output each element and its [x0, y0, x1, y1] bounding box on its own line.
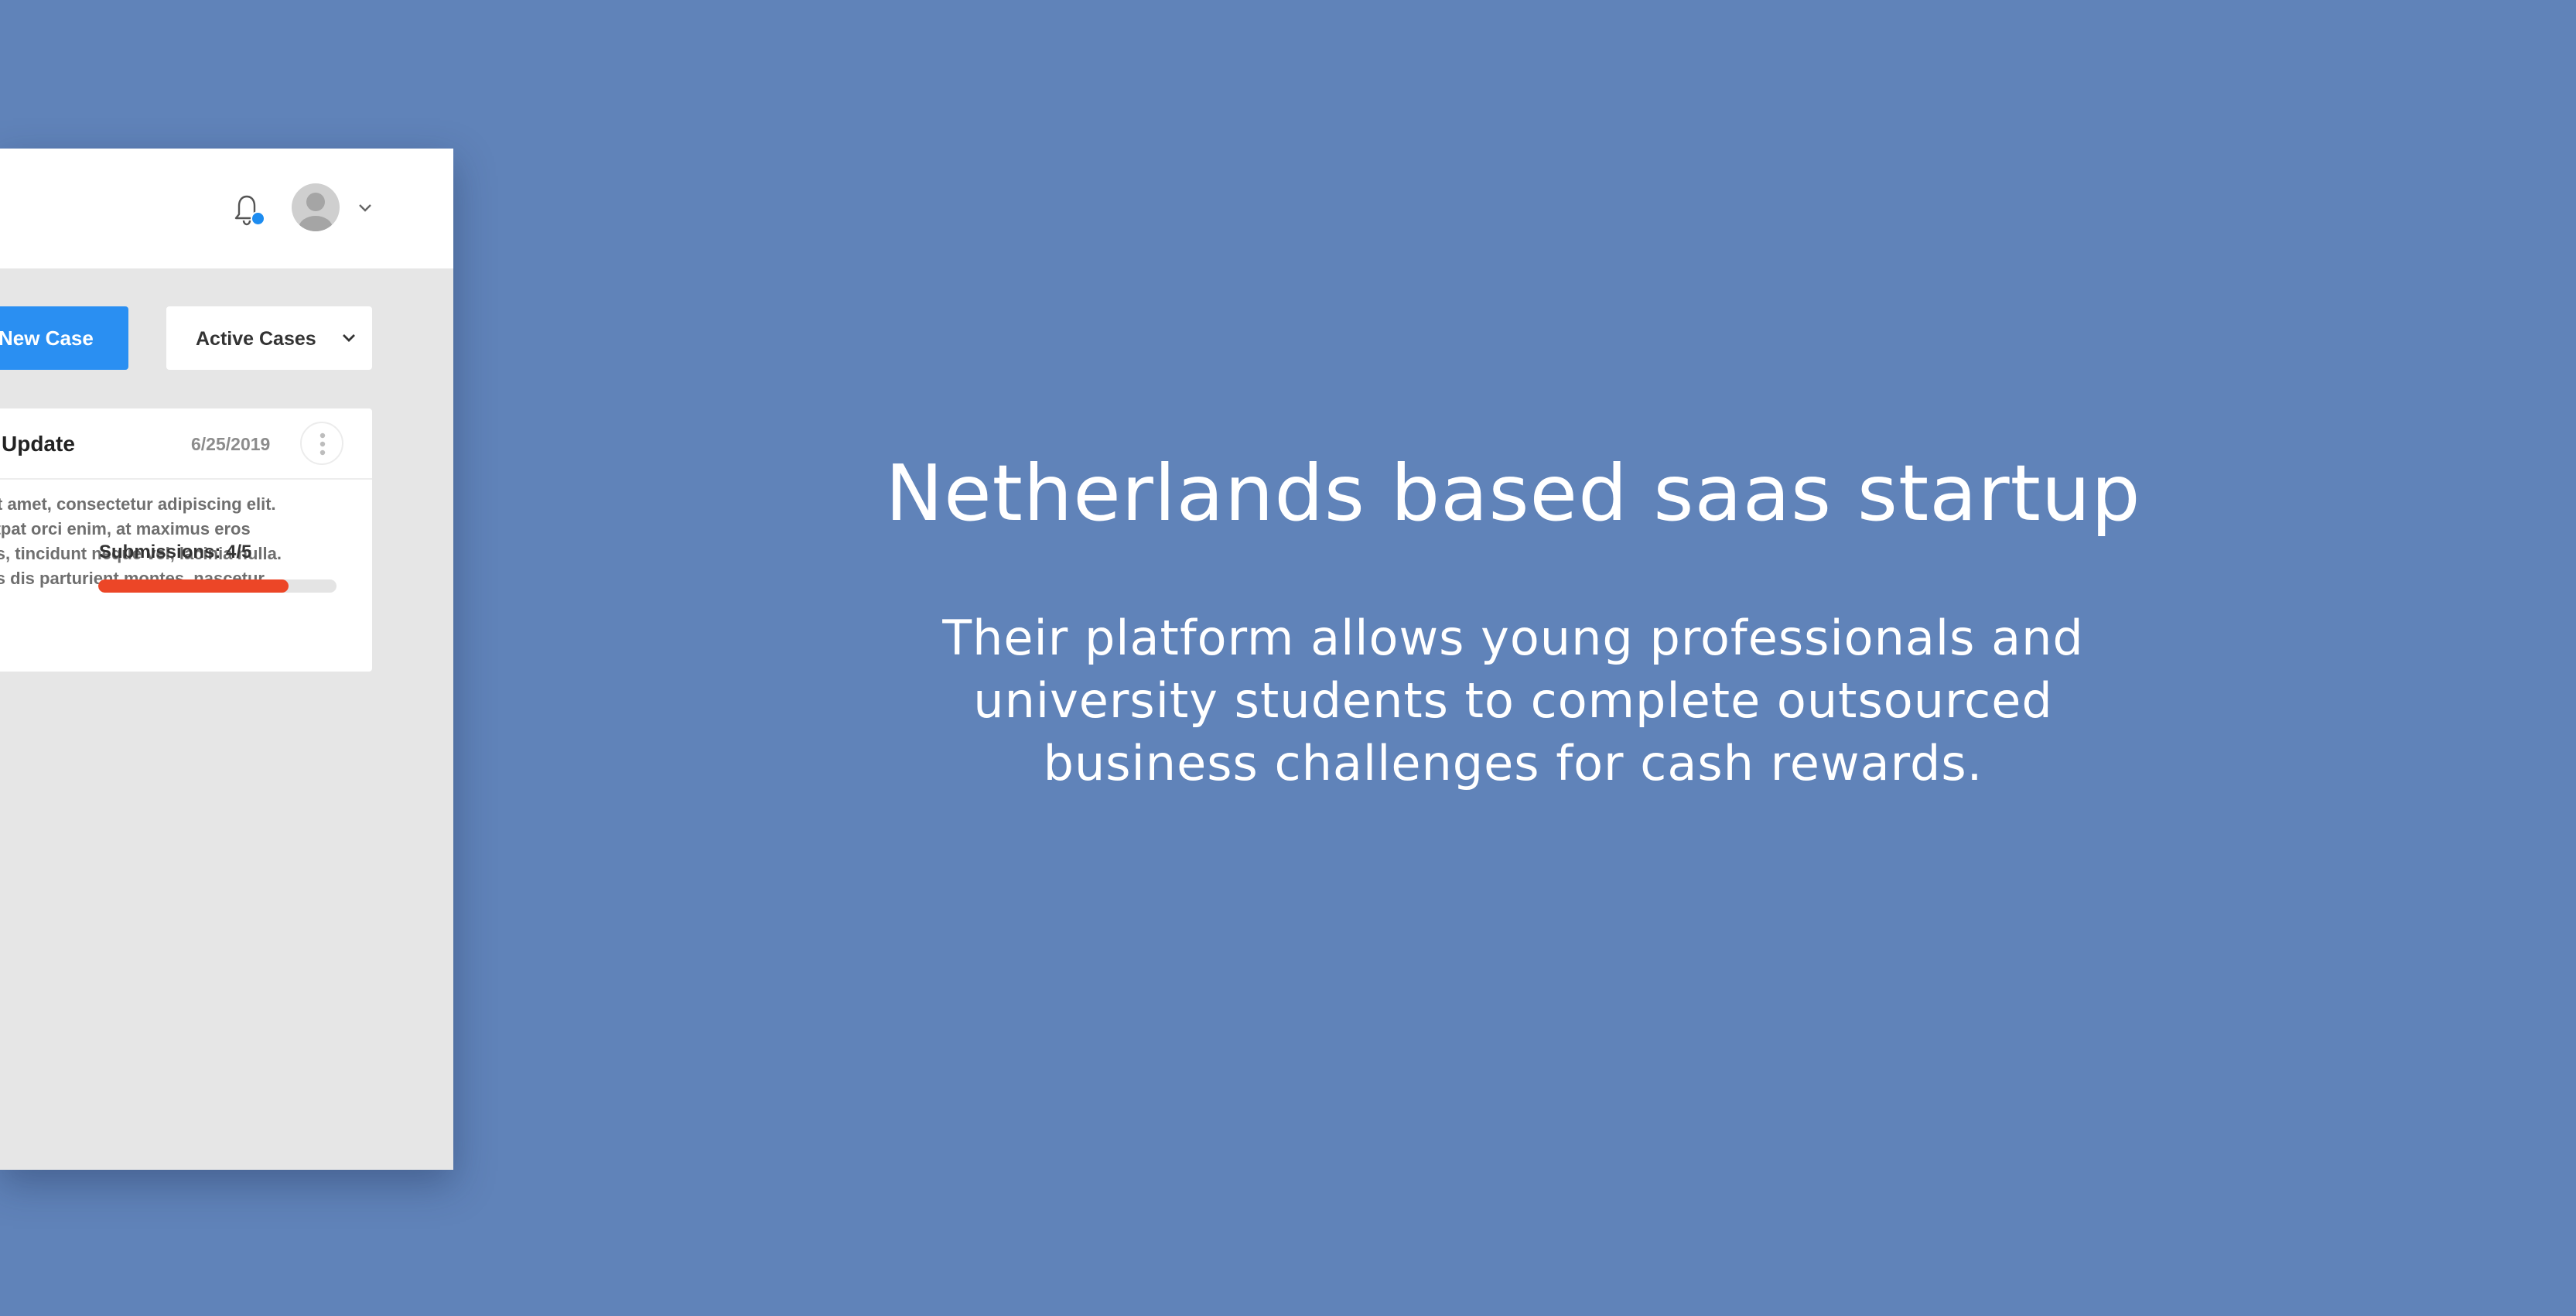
user-avatar-icon[interactable]	[292, 183, 340, 231]
chevron-down-icon[interactable]	[357, 201, 374, 214]
submissions-progress-fill	[98, 579, 289, 593]
app-header	[0, 149, 453, 268]
app-window: New Case Active Cases Update 6/25/2019 o…	[0, 149, 453, 1170]
notification-dot	[251, 211, 265, 226]
hero-title: Netherlands based saas startup	[0, 447, 2576, 540]
hero-subtitle: Their platform allows young professional…	[897, 607, 2129, 795]
new-case-button[interactable]: New Case	[0, 306, 128, 370]
chevron-down-icon	[341, 333, 357, 344]
submissions-label: Submissions: 4/5	[99, 542, 251, 563]
case-filter-select[interactable]: Active Cases	[166, 306, 372, 370]
hero-subtitle-line: university students to complete outsourc…	[897, 669, 2129, 732]
case-filter-value: Active Cases	[196, 328, 316, 350]
hero-subtitle-line: business challenges for cash rewards.	[897, 732, 2129, 795]
hero-subtitle-line: Their platform allows young professional…	[897, 607, 2129, 669]
submissions-progress	[98, 579, 337, 593]
